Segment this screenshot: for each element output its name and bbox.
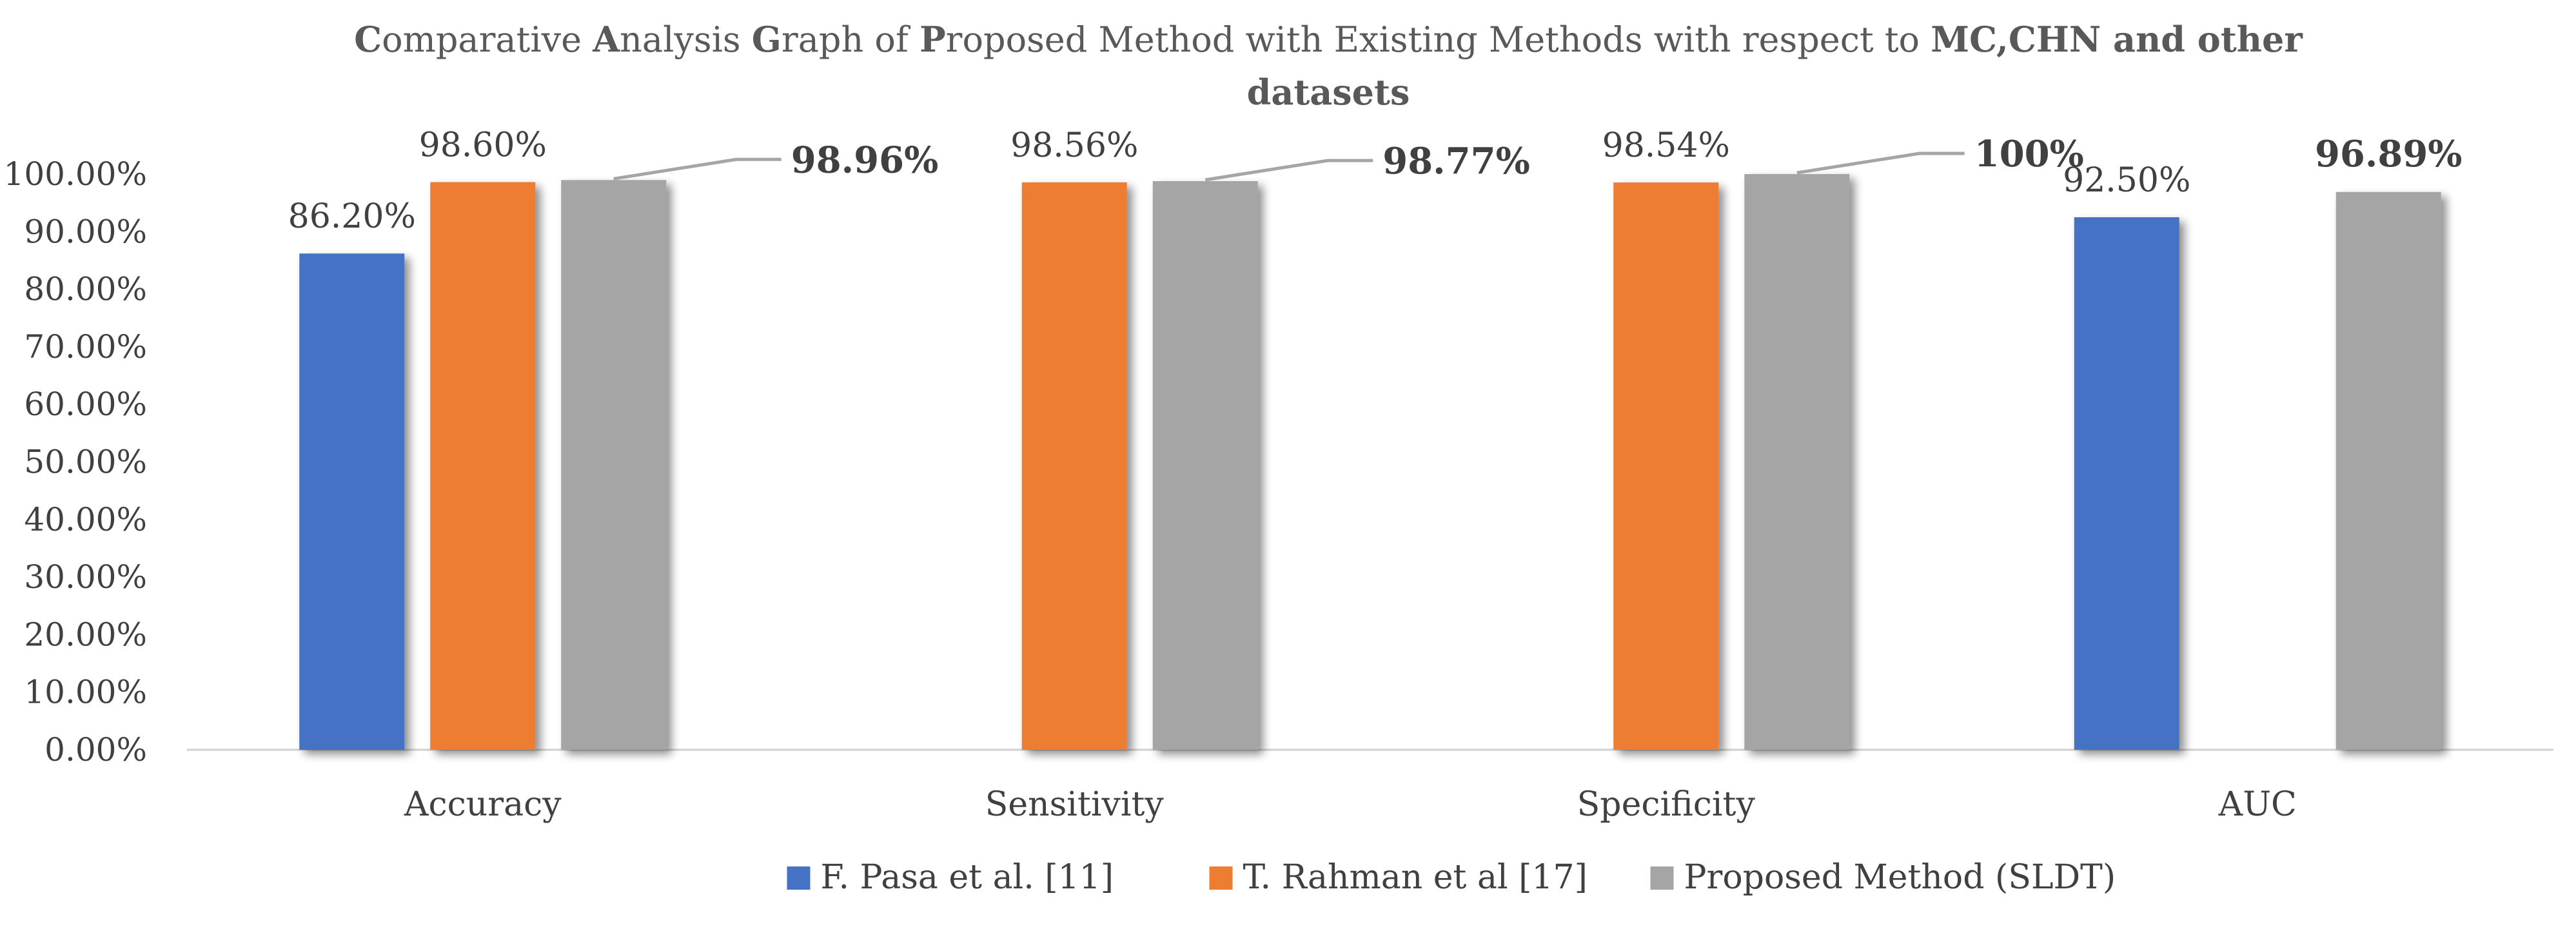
data-labels: 86.20%98.60% 98.96% 98.56% 98.77% 98.54% 100%… bbox=[288, 126, 2463, 237]
data-label: 98.54% bbox=[1602, 126, 1730, 165]
bar-proposed-method-sldt-auc bbox=[2335, 191, 2441, 750]
data-label: 98.56% bbox=[1010, 126, 1138, 165]
title-run: roposed Method with Existing Methods wit… bbox=[946, 19, 1931, 60]
bar-t-rahman-et-al-17-sensitivity bbox=[1021, 182, 1127, 750]
y-tick-label: 50.00% bbox=[24, 444, 147, 481]
legend-label: T. Rahman et al [17] bbox=[1243, 858, 1588, 897]
x-tick-label: Sensitivity bbox=[985, 785, 1165, 824]
bar-f-pasa-et-al-11-auc bbox=[2074, 217, 2179, 750]
data-label-leader-line bbox=[613, 157, 782, 181]
title-run: P bbox=[919, 19, 946, 60]
bar-proposed-method-sldt-specificity bbox=[1744, 174, 1850, 750]
callouts bbox=[613, 152, 1965, 182]
title-run: C bbox=[354, 19, 382, 60]
bar-t-rahman-et-al-17-specificity bbox=[1613, 182, 1719, 750]
legend-label: F. Pasa et al. [11] bbox=[821, 858, 1114, 897]
chart-title-line-1: Comparative Analysis Graph of Proposed M… bbox=[354, 19, 2303, 60]
data-label: 86.20% bbox=[288, 197, 416, 236]
legend-item: Proposed Method (SLDT) bbox=[1650, 858, 2116, 897]
y-tick-label: 30.00% bbox=[24, 558, 147, 596]
data-label: 96.89% bbox=[2315, 133, 2463, 175]
y-tick-label: 70.00% bbox=[24, 328, 147, 366]
y-tick-label: 100.00% bbox=[4, 155, 147, 193]
legend-item: F. Pasa et al. [11] bbox=[787, 858, 1114, 897]
title-run: A bbox=[592, 19, 620, 60]
data-label: 100% bbox=[1974, 133, 2084, 175]
y-tick-label: 90.00% bbox=[24, 213, 147, 250]
legend-swatch bbox=[1209, 866, 1233, 890]
y-tick-label: 40.00% bbox=[24, 501, 147, 538]
legend-item: T. Rahman et al [17] bbox=[1209, 858, 1588, 897]
y-tick-label: 0.00% bbox=[44, 731, 147, 768]
data-label-leader-line bbox=[1796, 152, 1965, 175]
x-tick-label: AUC bbox=[2218, 785, 2297, 824]
title-run: raph of bbox=[782, 19, 919, 60]
y-tick-label: 60.00% bbox=[24, 386, 147, 423]
x-tick-label: Accuracy bbox=[404, 785, 562, 824]
x-axis-labels: Accuracy Sensitivity Specificity AUC bbox=[404, 785, 2297, 824]
legend-swatch bbox=[1650, 866, 1674, 890]
title-run: nalysis bbox=[620, 19, 752, 60]
y-tick-label: 20.00% bbox=[24, 616, 147, 653]
legend-swatch bbox=[787, 866, 811, 890]
data-label: 92.50% bbox=[2063, 161, 2190, 200]
data-label: 98.60% bbox=[419, 126, 547, 165]
title-run: omparative bbox=[382, 19, 593, 60]
title-run: MC,CHN and other bbox=[1931, 19, 2303, 60]
legend: F. Pasa et al. [11] T. Rahman et al [17] P… bbox=[787, 858, 2116, 897]
y-axis: 0.00% 10.00% 20.00% 30.00% 40.00% 50.00% 60.00… bbox=[4, 155, 147, 768]
x-tick-label: Specificity bbox=[1577, 785, 1756, 824]
data-label: 98.96% bbox=[791, 139, 939, 181]
bar-proposed-method-sldt-accuracy bbox=[561, 180, 667, 750]
bar-f-pasa-et-al-11-accuracy bbox=[299, 253, 405, 750]
data-label-leader-line bbox=[1204, 159, 1373, 182]
bars bbox=[299, 174, 2441, 750]
chart-title-line-2: datasets bbox=[1247, 72, 1410, 113]
bar-t-rahman-et-al-17-accuracy bbox=[430, 182, 536, 750]
data-label: 98.77% bbox=[1382, 140, 1530, 182]
y-tick-label: 80.00% bbox=[24, 271, 147, 308]
y-tick-label: 10.00% bbox=[24, 674, 147, 711]
title-run: G bbox=[752, 19, 782, 60]
bar-proposed-method-sldt-sensitivity bbox=[1152, 181, 1258, 750]
legend-label: Proposed Method (SLDT) bbox=[1684, 858, 2116, 897]
